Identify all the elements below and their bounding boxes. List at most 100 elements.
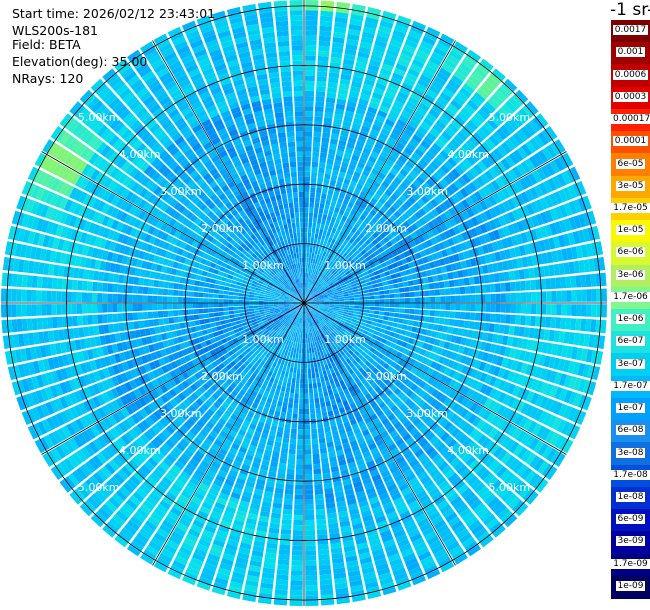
- range-gate-cell: [380, 150, 390, 159]
- range-gate-cell: [312, 217, 318, 224]
- range-gate-cell: [127, 519, 140, 532]
- range-gate-cell: [416, 243, 424, 252]
- range-gate-cell: [583, 380, 592, 394]
- range-gate-cell: [496, 239, 504, 250]
- range-gate-cell: [556, 173, 567, 187]
- range-gate-cell: [424, 248, 432, 256]
- range-gate-cell: [326, 247, 332, 254]
- range-gate-cell: [486, 412, 496, 424]
- range-gate-cell: [322, 229, 328, 236]
- range-gate-cell: [314, 300, 320, 302]
- range-gate-cell: [563, 331, 571, 344]
- range-gate-cell: [430, 303, 436, 310]
- range-gate-cell: [538, 354, 546, 366]
- range-gate-cell: [308, 312, 311, 317]
- range-gate-cell: [227, 405, 235, 413]
- range-gate-cell: [379, 68, 392, 77]
- range-gate-cell: [508, 270, 515, 281]
- range-gate-cell: [326, 194, 333, 201]
- range-gate-cell: [224, 456, 234, 465]
- range-gate-cell: [206, 387, 215, 396]
- range-gate-cell: [314, 313, 319, 318]
- range-gate-cell: [339, 135, 348, 142]
- range-gate-cell: [549, 208, 559, 221]
- range-gate-cell: [144, 363, 152, 373]
- range-gate-cell: [209, 404, 218, 413]
- range-gate-cell: [518, 245, 527, 256]
- range-gate-cell: [200, 341, 207, 348]
- range-gate-cell: [439, 394, 448, 404]
- range-gate-cell: [284, 422, 291, 429]
- range-gate-cell: [337, 331, 344, 337]
- range-gate-cell: [422, 560, 436, 571]
- range-gate-cell: [312, 222, 317, 229]
- range-gate-cell: [168, 388, 177, 398]
- range-gate-cell: [256, 364, 263, 371]
- range-gate-cell: [435, 119, 447, 130]
- range-gate-cell: [521, 389, 530, 401]
- range-gate-cell: [309, 403, 315, 409]
- range-gate-cell: [252, 435, 260, 443]
- range-gate-cell: [457, 223, 466, 233]
- range-gate-cell: [304, 161, 311, 167]
- range-gate-cell: [409, 414, 418, 423]
- range-gate-cell: [424, 405, 434, 414]
- range-gate-cell: [337, 358, 343, 365]
- range-gate-cell: [283, 327, 288, 333]
- range-gate-cell: [117, 469, 129, 481]
- range-gate-cell: [212, 426, 221, 434]
- range-gate-cell: [328, 295, 334, 298]
- range-gate-cell: [147, 402, 157, 413]
- range-gate-cell: [289, 330, 293, 336]
- range-gate-cell: [378, 132, 389, 141]
- range-gate-cell: [360, 249, 367, 256]
- range-gate-cell: [133, 511, 146, 523]
- range-gate-cell: [554, 221, 563, 234]
- range-gate-cell: [447, 123, 459, 134]
- range-gate-cell: [294, 305, 300, 308]
- range-gate-cell: [318, 260, 323, 266]
- range-gate-cell: [549, 222, 558, 236]
- range-gate-cell: [309, 352, 313, 359]
- range-gate-cell: [506, 396, 516, 408]
- range-gate-cell: [324, 263, 329, 269]
- range-gate-cell: [475, 393, 484, 404]
- range-gate-cell: [341, 317, 347, 322]
- range-gate-cell: [339, 305, 345, 307]
- range-gate-cell: [426, 395, 435, 405]
- range-gate-cell: [434, 401, 443, 411]
- range-gate-cell: [425, 113, 437, 123]
- range-gate-cell: [219, 334, 226, 340]
- range-gate-cell: [461, 536, 476, 548]
- range-gate-cell: [344, 254, 351, 260]
- range-gate-cell: [266, 364, 272, 371]
- range-gate-cell: [442, 240, 450, 249]
- range-gate-cell: [260, 366, 266, 373]
- range-gate-cell: [304, 171, 311, 177]
- range-gate-cell: [428, 539, 442, 550]
- range-gate-cell: [359, 296, 365, 300]
- range-gate-cell: [399, 303, 405, 308]
- range-gate-cell: [372, 318, 378, 323]
- range-gate-cell: [224, 421, 233, 430]
- range-gate-cell: [327, 310, 333, 314]
- range-gate-cell: [362, 286, 369, 291]
- range-gate-cell: [275, 328, 281, 333]
- range-gate-cell: [493, 378, 502, 389]
- range-gate-cell: [289, 443, 296, 450]
- range-gate-cell: [101, 503, 114, 517]
- range-gate-cell: [378, 381, 386, 389]
- range-gate-cell: [26, 409, 36, 423]
- range-gate-cell: [328, 308, 334, 311]
- range-gate-cell: [437, 324, 444, 332]
- range-gate-cell: [541, 128, 554, 143]
- range-gate-cell: [358, 552, 371, 560]
- range-gate-cell: [307, 317, 310, 323]
- range-gate-cell: [530, 279, 536, 291]
- range-gate-cell: [484, 313, 491, 322]
- range-gate-cell: [410, 232, 418, 240]
- range-gate-cell: [391, 278, 398, 284]
- range-gate-cell: [313, 299, 319, 301]
- range-gate-cell: [273, 345, 279, 351]
- range-gate-cell: [339, 271, 345, 277]
